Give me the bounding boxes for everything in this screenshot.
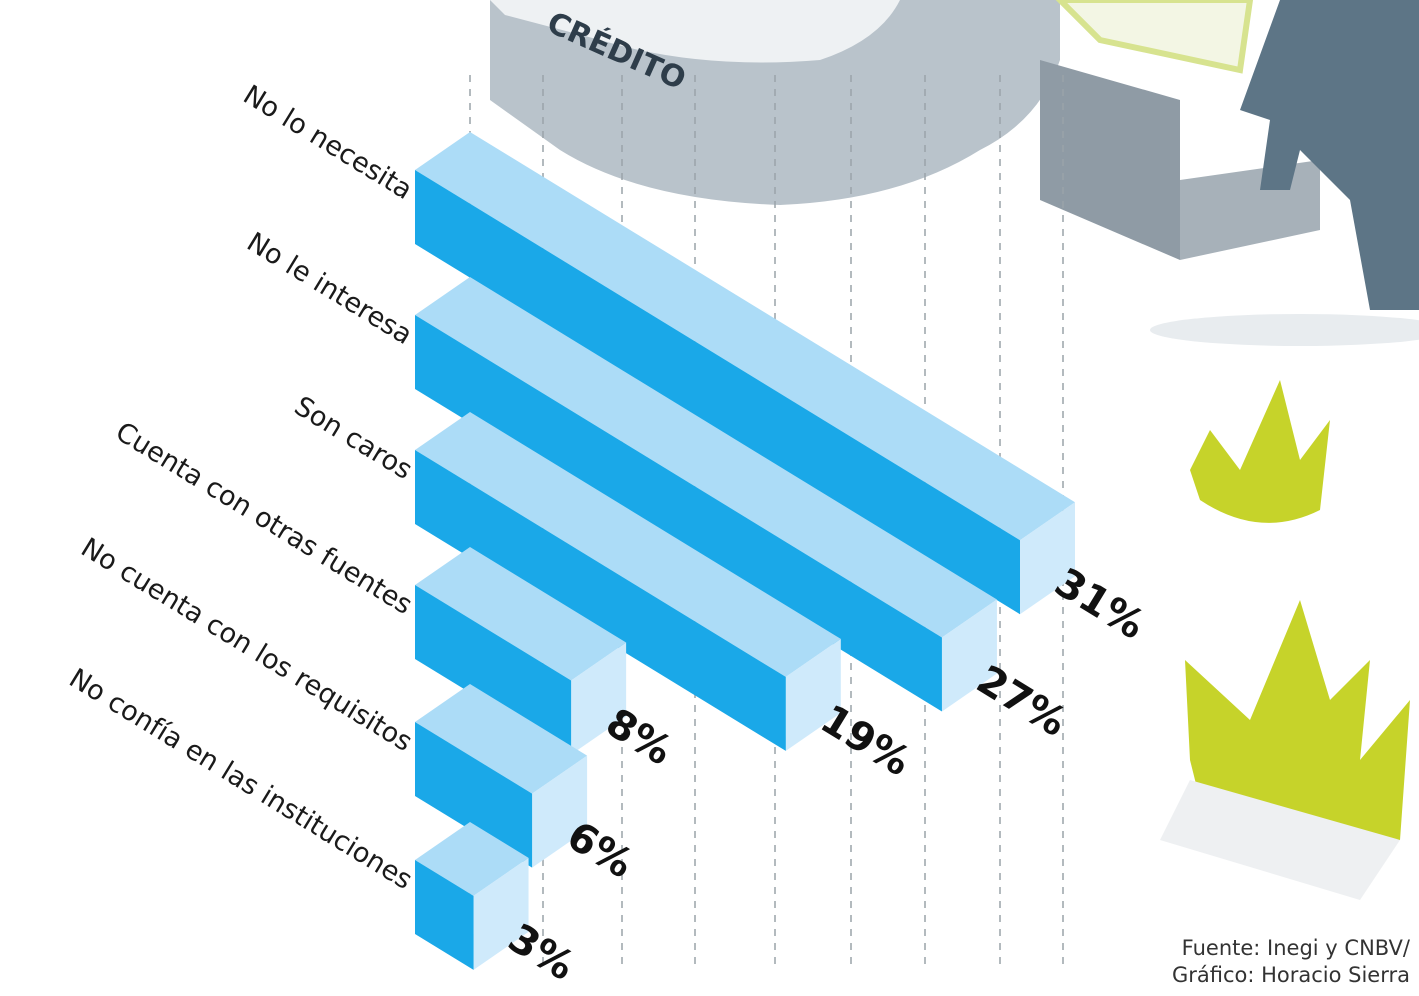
source: Gráfico: Horacio Sierra [1172,963,1410,987]
bar-end [571,642,627,755]
bar-top [415,684,588,794]
category-label: No confía en las instituciones [64,663,418,896]
bar [415,170,1020,615]
bar-end [941,599,997,712]
plant [1190,380,1330,523]
sign-base [490,0,1060,205]
bar-top [415,412,841,677]
bar-top [415,277,997,638]
person [1240,0,1419,310]
bar [415,722,533,868]
category-label: Son caros [289,391,418,486]
bar [415,860,474,970]
bar-end [785,638,841,751]
illustration: CRÉDITO [490,0,1419,900]
bar-top [415,547,627,681]
shadow [1160,780,1400,900]
bar [415,585,572,755]
step [1040,60,1180,260]
value-label: 27% [969,657,1075,746]
source: Fuente: Inegi y CNBV/ [1182,936,1411,960]
category-label: No le interesa [241,227,417,351]
bar [415,315,942,712]
sign-top [490,0,900,63]
sign-frame [1055,0,1254,74]
bar [415,450,786,751]
step [1180,160,1320,260]
bar-end [473,857,529,970]
bar-top [415,132,1075,541]
bar-end [1020,502,1075,615]
shadow [1150,314,1419,346]
value-label: 19% [813,696,919,785]
bar-top [415,822,529,896]
category-label: No lo necesita [238,79,418,206]
plant [1185,600,1410,842]
bar-end [532,755,588,868]
